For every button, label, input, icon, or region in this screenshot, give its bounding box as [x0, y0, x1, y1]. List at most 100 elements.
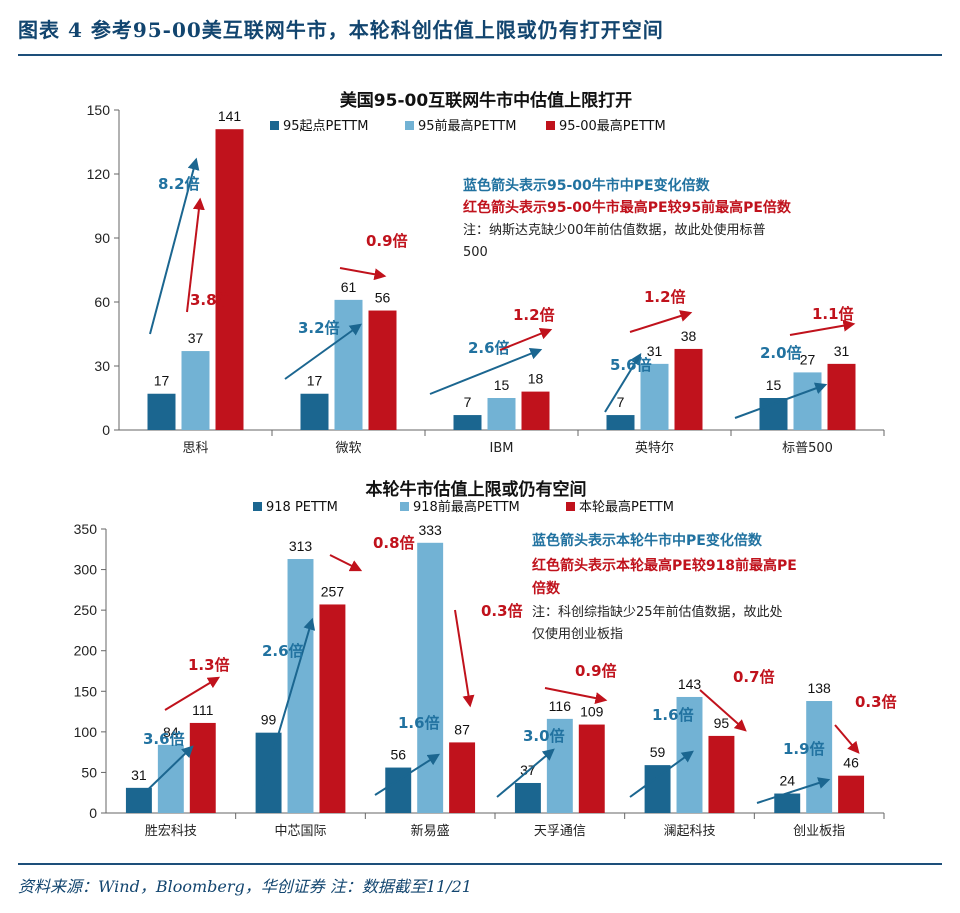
blue-arrow [261, 617, 316, 791]
red-arrow [339, 267, 387, 281]
blue-arrow-label: 2.0倍 [760, 344, 802, 362]
annotation-red: 红色箭头表示本轮最高PE较918前最高PE [532, 557, 797, 574]
bar [147, 393, 176, 430]
x-tick-label: 微软 [335, 441, 361, 456]
legend-swatch [566, 502, 575, 511]
red-arrow-label: 1.2倍 [644, 288, 686, 306]
y-tick-label: 50 [81, 764, 97, 780]
red-arrow-label: 3.8倍 [190, 291, 232, 309]
data-label: 37 [188, 330, 204, 346]
data-label: 27 [800, 351, 816, 367]
bar [606, 415, 635, 430]
data-label: 313 [289, 538, 313, 554]
bar [546, 718, 573, 813]
data-label: 99 [261, 712, 277, 728]
bar [793, 372, 822, 430]
data-label: 17 [154, 373, 170, 389]
x-tick-label: 标普500 [782, 441, 833, 456]
data-label: 84 [163, 724, 179, 740]
legend-swatch [400, 502, 409, 511]
red-arrow-label: 0.3倍 [855, 693, 897, 711]
y-tick-label: 120 [87, 166, 111, 182]
y-tick-label: 60 [94, 294, 110, 310]
data-label: 7 [464, 394, 472, 410]
data-label: 87 [454, 721, 470, 737]
blue-arrow-label: 3.6倍 [143, 730, 185, 748]
figure-title: 图表 4 参考95-00美互联网牛市，本轮科创估值上限或仍有打开空间 [18, 18, 664, 42]
x-tick-label: 天孚通信 [534, 824, 586, 839]
red-arrow [454, 609, 475, 708]
red-arrow-label: 0.9倍 [366, 232, 408, 250]
red-arrow-label: 0.7倍 [733, 668, 775, 686]
bar [255, 732, 282, 813]
chart-title: 本轮牛市估值上限或仍有空间 [366, 479, 587, 500]
data-label: 56 [375, 290, 391, 306]
blue-arrow [629, 750, 694, 798]
chart-current-bull-market: 本轮牛市估值上限或仍有空间 0 50 100 150 200 250 300 350 胜宏科技 31… [74, 479, 897, 839]
blue-arrow-label: 3.2倍 [298, 319, 340, 337]
bar [644, 765, 671, 813]
blue-arrow-label: 1.6倍 [398, 714, 440, 732]
legend-label: 918 PETTM [266, 500, 338, 515]
blue-arrow [149, 157, 200, 335]
bar [640, 363, 669, 430]
x-tick-label: 新易盛 [411, 823, 450, 839]
red-arrow [544, 687, 608, 705]
blue-arrow [374, 753, 441, 796]
data-label: 15 [766, 377, 782, 393]
bar [334, 299, 363, 430]
bar [417, 542, 444, 813]
bar [189, 722, 216, 813]
data-label: 31 [131, 767, 147, 783]
bar [157, 744, 184, 813]
legend-label: 918前最高PETTM [413, 499, 520, 515]
bar [674, 348, 703, 430]
data-label: 61 [341, 279, 357, 295]
y-tick-label: 350 [74, 521, 98, 537]
y-tick-label: 0 [102, 422, 110, 438]
red-arrow [164, 676, 221, 711]
data-label: 38 [681, 328, 697, 344]
red-arrow [499, 327, 553, 351]
data-label: 257 [321, 583, 345, 599]
bar [774, 793, 801, 813]
bar [514, 782, 541, 813]
legend-label: 95起点PETTM [283, 119, 368, 134]
legend-swatch [405, 121, 414, 130]
data-label: 109 [580, 704, 604, 720]
data-label: 17 [307, 373, 323, 389]
data-label: 7 [617, 394, 625, 410]
blue-arrow [131, 745, 194, 806]
data-label: 15 [494, 377, 510, 393]
data-label: 111 [192, 702, 213, 718]
blue-arrow [284, 323, 362, 380]
red-arrow [186, 197, 205, 313]
red-arrow-label: 1.3倍 [188, 656, 230, 674]
data-label: 333 [418, 522, 442, 538]
x-tick-label: 胜宏科技 [145, 824, 197, 839]
y-tick-label: 200 [74, 643, 98, 659]
red-arrow-label: 1.1倍 [812, 305, 854, 323]
data-label: 46 [843, 755, 859, 771]
red-arrow-label: 0.3倍 [481, 602, 523, 620]
bar [300, 393, 329, 430]
blue-arrow-label: 1.9倍 [783, 740, 825, 758]
blue-arrow [604, 352, 642, 413]
red-arrow-label: 0.9倍 [575, 662, 617, 680]
blue-arrow-label: 2.6倍 [468, 339, 510, 357]
annotation-blue: 蓝色箭头表示95-00牛市中PE变化倍数 [463, 177, 711, 194]
chart-us-bull-market: 美国95-00互联网牛市中估值上限打开 0 30 60 90 120 150 思科 17 37 14… [87, 90, 885, 456]
legend-swatch [270, 121, 279, 130]
bar [181, 351, 210, 430]
blue-arrow-label: 2.6倍 [262, 642, 304, 660]
bar [319, 604, 346, 813]
bar [838, 775, 865, 813]
annotation-red: 红色箭头表示95-00牛市最高PE较95前最高PE倍数 [463, 199, 792, 216]
data-label: 18 [528, 371, 544, 387]
x-tick-label: 英特尔 [635, 441, 674, 456]
blue-arrow [496, 748, 555, 798]
source-note: 资料来源：Wind，Bloomberg，华创证券 注：数据截至11/21 [18, 877, 472, 896]
blue-arrow-label: 5.6倍 [610, 356, 652, 374]
bar [578, 724, 605, 813]
